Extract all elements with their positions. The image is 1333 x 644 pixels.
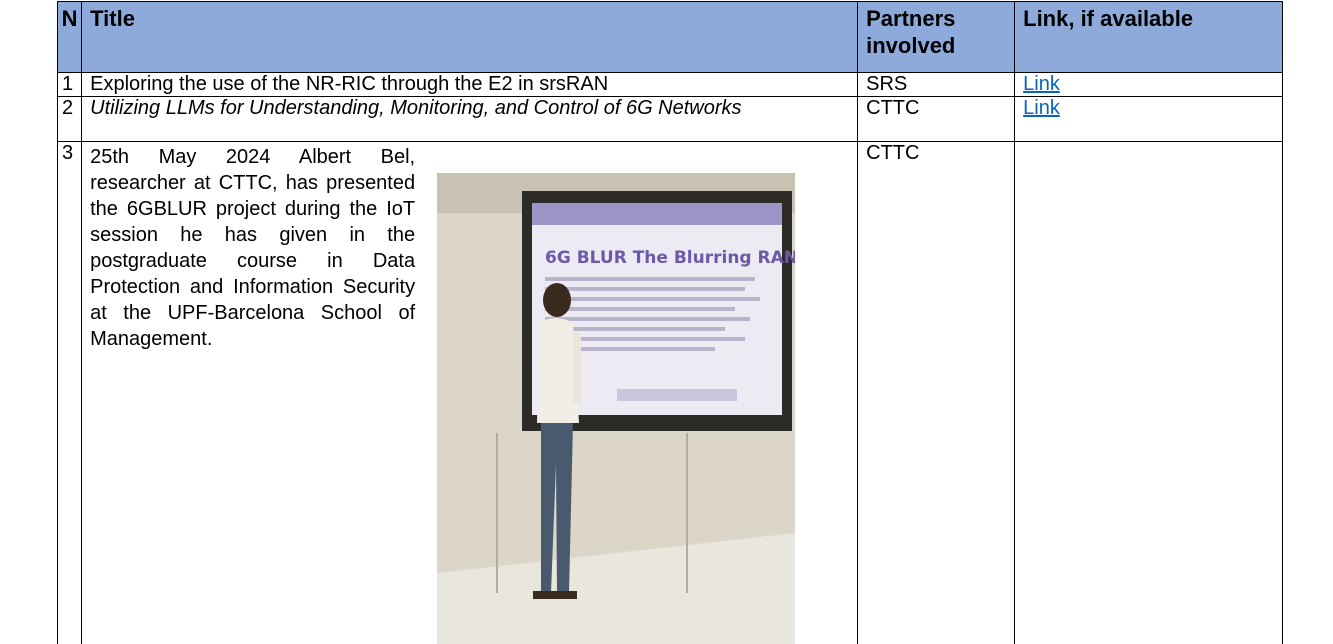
row-number: 3 — [56, 141, 83, 644]
row-link-cell: Link — [1014, 96, 1284, 142]
header-cell: N — [56, 1, 83, 73]
header-cell: Link, if available — [1014, 1, 1284, 73]
projects-table: N Title Partners involved Link, if avail… — [56, 1, 1284, 644]
row-partners: CTTC — [857, 141, 1016, 644]
row-number: 2 — [56, 96, 83, 142]
row: 3 25th May 2024 Albert Bel, researcher a… — [56, 141, 1284, 644]
row-title: Exploring the use of the NR-RIC through … — [81, 72, 859, 97]
photo: 6G BLUR The Blurring RAN — [437, 173, 796, 644]
row-title-cell: 25th May 2024 Albert Bel, researcher at … — [81, 141, 859, 644]
row-partners: CTTC — [857, 96, 1016, 142]
link[interactable]: Link — [1023, 73, 1060, 95]
cell-content: 25th May 2024 Albert Bel, researcher at … — [90, 142, 849, 644]
row: 1 Exploring the use of the NR-RIC throug… — [56, 72, 1284, 97]
row-partners: SRS — [857, 72, 1016, 97]
header-row: N Title Partners involved Link, if avail… — [56, 1, 1284, 73]
row-number: 1 — [56, 72, 83, 97]
header-cell: Partners involved — [857, 1, 1016, 73]
row-link-cell — [1014, 141, 1284, 644]
header-cell: Title — [81, 1, 859, 73]
link[interactable]: Link — [1023, 97, 1060, 119]
row-link-cell: Link — [1014, 72, 1284, 97]
row-description: 25th May 2024 Albert Bel, researcher at … — [90, 146, 416, 350]
row: 2 Utilizing LLMs for Understanding, Moni… — [56, 96, 1284, 142]
row-title: Utilizing LLMs for Understanding, Monito… — [81, 96, 859, 142]
screen-title: 6G BLUR The Blurring RAN — [545, 248, 795, 268]
